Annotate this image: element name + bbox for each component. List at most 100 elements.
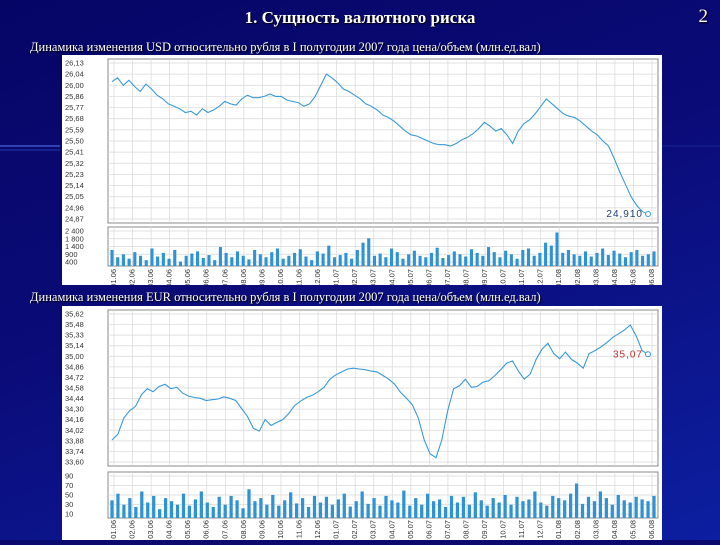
usd-volume-bar — [447, 255, 451, 266]
usd-volume-bar — [526, 248, 531, 266]
usd-x-tick-label: 05.08 — [628, 269, 637, 285]
eur-volume-bar — [527, 499, 531, 518]
eur-volume-bar — [545, 505, 549, 518]
eur-volume-bar — [509, 504, 513, 518]
eur-volume-bar — [503, 495, 507, 518]
usd-x-tick-label: 09.07 — [480, 269, 489, 285]
eur-x-tick-label: 11.06 — [295, 520, 304, 538]
usd-x-tick-label: 10.07 — [499, 269, 508, 285]
usd-volume-bar — [509, 254, 513, 266]
usd-volume-bar — [332, 257, 337, 266]
usd-volume-bar — [355, 249, 359, 266]
eur-volume-bar — [342, 493, 346, 518]
eur-volume-bar — [432, 501, 436, 518]
eur-volume-bar — [205, 502, 209, 518]
usd-volume-bar — [629, 252, 633, 266]
usd-volume-bar — [247, 259, 251, 266]
eur-volume-bar — [443, 506, 448, 518]
usd-price-tick-label: 26,13 — [65, 59, 84, 68]
usd-volume-bar — [566, 249, 570, 266]
eur-price-tick-label: 34,72 — [65, 373, 84, 382]
eur-volume-bar — [199, 491, 203, 518]
eur-volume-bar — [140, 491, 144, 518]
eur-volume-bar — [211, 506, 215, 518]
slide-number: 2 — [698, 6, 709, 27]
usd-x-tick-label: 05.07 — [406, 269, 415, 285]
usd-volume-bar — [230, 257, 234, 266]
eur-volume-bar — [539, 502, 543, 518]
usd-volume-bar — [612, 250, 616, 266]
usd-volume-bar — [127, 258, 131, 266]
eur-volume-bar — [324, 496, 329, 518]
usd-volume-bar — [618, 253, 622, 266]
usd-x-tick-label: 06.08 — [647, 269, 656, 285]
usd-x-tick-label: 02.08 — [573, 269, 582, 285]
usd-volume-bar — [578, 255, 582, 266]
usd-price-tick-label: 25,50 — [65, 137, 84, 146]
usd-volume-tick-label: 900 — [65, 250, 78, 259]
eur-volume-bar — [348, 506, 352, 518]
eur-volume-bar — [449, 495, 454, 518]
eur-x-tick-label: 04.07 — [387, 520, 396, 539]
eur-x-tick-label: 05.08 — [628, 520, 637, 539]
eur-volume-bar — [116, 493, 120, 518]
eur-x-tick-label: 10.06 — [276, 520, 285, 539]
eur-volume-bar — [289, 492, 293, 518]
eur-volume-bar — [574, 483, 579, 518]
usd-last-value-label: 24,910 — [606, 209, 643, 220]
usd-volume-bar — [190, 253, 194, 266]
eur-x-tick-label: 05.06 — [183, 520, 192, 539]
eur-chart-caption: Динамика изменения EUR относительно рубл… — [30, 290, 541, 304]
eur-volume-bar — [372, 498, 376, 518]
usd-volume-bar — [549, 245, 553, 266]
usd-volume-bar — [469, 249, 473, 266]
eur-volume-bar — [360, 491, 364, 518]
eur-volume-bar — [622, 500, 626, 518]
eur-price-line — [111, 324, 649, 459]
usd-volume-tick-label: 2 400 — [65, 227, 84, 236]
usd-volume-bar — [429, 252, 434, 266]
usd-volume-bar — [623, 257, 628, 266]
usd-volume-bar — [606, 255, 610, 266]
eur-x-tick-label: 07.06 — [220, 520, 229, 539]
eur-volume-bar — [551, 495, 555, 518]
usd-x-tick-label: 03.08 — [591, 269, 600, 285]
usd-price-tick-label: 26,04 — [65, 70, 84, 79]
eur-volume-bar — [497, 502, 501, 518]
eur-volume-bar — [461, 496, 466, 518]
usd-chart-caption: Динамика изменения USD относительно рубл… — [30, 40, 541, 54]
eur-x-tick-label: 02.06 — [128, 520, 137, 539]
usd-volume-bar — [116, 257, 120, 266]
usd-volume-bar — [327, 245, 331, 266]
usd-volume-bar — [390, 248, 394, 266]
usd-x-tick-label: 07.07 — [443, 269, 452, 285]
eur-volume-bar — [181, 493, 186, 518]
usd-volume-bar — [601, 248, 605, 266]
usd-volume-bar — [173, 249, 177, 266]
eur-x-tick-label: 04.08 — [610, 520, 619, 539]
eur-volume-bar — [312, 495, 317, 518]
eur-volume-bar — [318, 502, 323, 518]
eur-price-tick-label: 34,30 — [65, 405, 84, 414]
eur-volume-bar — [128, 498, 132, 518]
eur-volume-bar — [152, 495, 156, 518]
usd-volume-bar — [441, 257, 445, 266]
usd-x-tick-label: 05.06 — [183, 269, 192, 285]
usd-volume-bar — [184, 255, 188, 266]
eur-volume-bar — [616, 495, 620, 518]
usd-x-tick-label: 08.06 — [239, 269, 248, 285]
eur-volume-bar — [384, 495, 388, 518]
eur-volume-bar — [604, 498, 608, 518]
eur-price-tick-label: 35,33 — [65, 331, 84, 340]
usd-x-tick-label: 02.07 — [350, 269, 359, 285]
eur-volume-bar — [491, 498, 495, 518]
eur-volume-bar — [354, 501, 358, 518]
usd-price-tick-label: 24,96 — [65, 203, 84, 212]
eur-last-value-label: 35,07 — [613, 349, 643, 360]
eur-volume-bar — [402, 490, 406, 518]
eur-chart-svg: 01.06 02.06 03.06 04.06 05.06 06.06 07.06 08.06… — [65, 309, 659, 539]
eur-volume-bar — [455, 502, 460, 518]
usd-volume-bar — [401, 258, 405, 266]
usd-volume-bar — [321, 253, 325, 266]
usd-volume-bar — [481, 255, 485, 266]
